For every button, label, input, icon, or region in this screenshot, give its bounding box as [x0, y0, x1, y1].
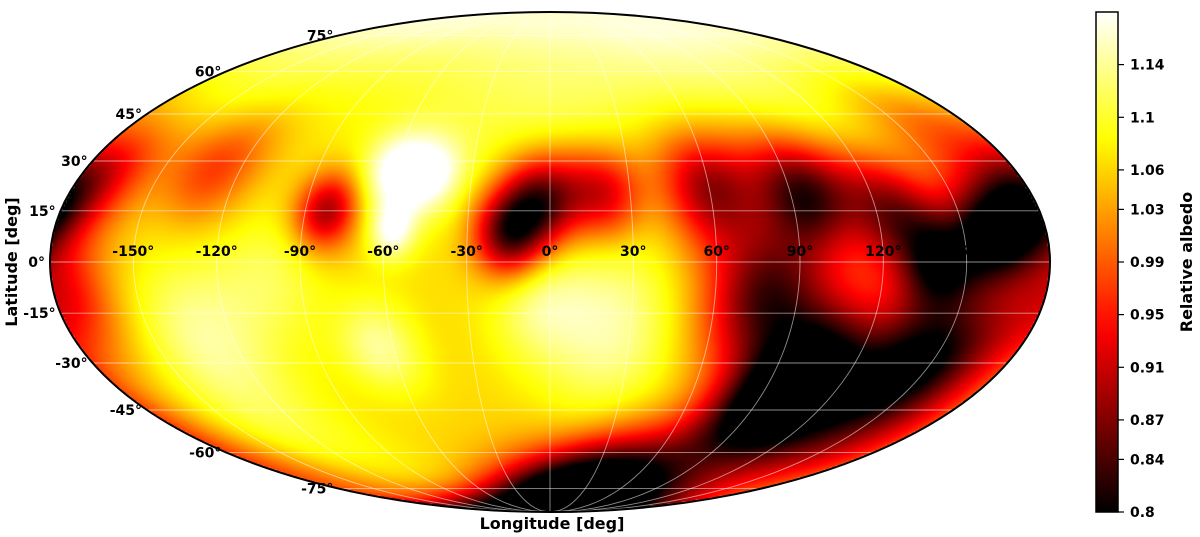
- latitude-tick-label: -30°: [55, 356, 87, 372]
- latitude-tick-label: 75°: [307, 29, 333, 45]
- longitude-tick-label: 30°: [620, 244, 646, 260]
- longitude-tick-label: -30°: [451, 244, 483, 260]
- longitude-tick-labels: -150° -120° -90° -60° -30° 0° 30° 60° 90° 120° 150…: [112, 244, 985, 260]
- y-axis-title: Latitude [deg]: [2, 197, 21, 326]
- longitude-tick-label: 120°: [865, 244, 901, 260]
- longitude-tick-label: 90°: [787, 244, 813, 260]
- longitude-tick-label: -120°: [196, 244, 238, 260]
- colorbar-fill: [1096, 12, 1118, 512]
- latitude-tick-label: 15°: [29, 204, 55, 220]
- colorbar: 1.14 1.1 1.06 1.03 0.99 0.95 0.91 0.87 0.84 0.8 R…: [1095, 11, 1196, 521]
- map-area: -150° -120° -90° -60° -30° 0° 30° 60° 90° 120° 150…: [23, 11, 1051, 513]
- longitude-tick-label: 150°: [949, 244, 985, 260]
- map-boundary: [49, 11, 1051, 513]
- colorbar-tick-label: 1.1: [1130, 110, 1155, 126]
- latitude-tick-label: -75°: [301, 482, 333, 498]
- longitude-tick-label: 0°: [542, 244, 559, 260]
- colorbar-tick-label: 0.87: [1130, 413, 1165, 429]
- longitude-tick-label: -150°: [112, 244, 154, 260]
- latitude-tick-label: 0°: [28, 255, 45, 271]
- colorbar-tick-label: 1.03: [1130, 202, 1165, 218]
- colorbar-tick-label: 0.91: [1130, 360, 1165, 376]
- latitude-tick-label: 60°: [195, 64, 221, 80]
- colorbar-tick-label: 1.14: [1130, 58, 1165, 74]
- latitude-tick-label: -15°: [23, 306, 55, 322]
- colorbar-label: Relative albedo: [1177, 192, 1196, 332]
- colorbar-ticks: 1.14 1.1 1.06 1.03 0.99 0.95 0.91 0.87 0.84 0.8: [1118, 58, 1165, 521]
- colorbar-tick-label: 0.95: [1130, 308, 1165, 324]
- colorbar-tick-label: 0.8: [1130, 505, 1155, 521]
- graticule-grid: [50, 12, 1050, 512]
- x-axis-title: Longitude [deg]: [480, 514, 625, 533]
- latitude-tick-label: 30°: [61, 154, 87, 170]
- colorbar-tick-label: 0.84: [1130, 452, 1165, 468]
- colorbar-tick-label: 0.99: [1130, 255, 1165, 271]
- latitude-tick-label: -60°: [189, 446, 221, 462]
- longitude-tick-label: -60°: [367, 244, 399, 260]
- longitude-tick-label: -90°: [284, 244, 316, 260]
- latitude-tick-label: -45°: [110, 403, 142, 419]
- latitude-tick-label: 45°: [116, 107, 142, 123]
- latitude-tick-labels: 75° 60° 45° 30° 15° 0° -15° -30° -45° -60° -75°: [23, 29, 333, 498]
- longitude-tick-label: 60°: [703, 244, 729, 260]
- colorbar-tick-label: 1.06: [1130, 163, 1165, 179]
